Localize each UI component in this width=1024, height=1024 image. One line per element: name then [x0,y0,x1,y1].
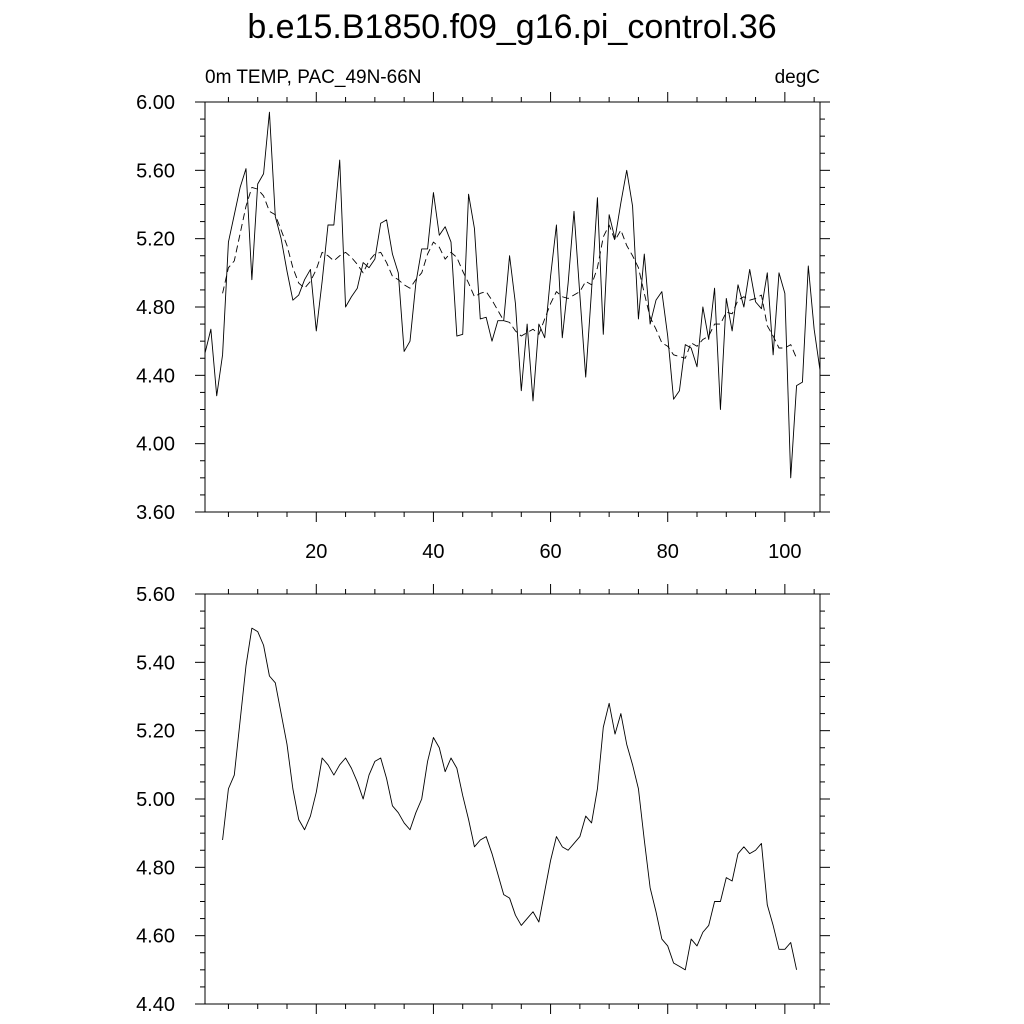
top-panel: 0m TEMP, PAC_49N-66N degC 3.60 4.00 4.40 4.… [136,67,830,563]
top-y-tick-label: 4.40 [136,365,175,387]
bottom-panel: 4.40 4.60 4.80 5.00 5.20 5.40 5.60 [136,584,830,1016]
bottom-y-tick-label: 5.40 [136,652,175,674]
top-y-tick-label: 4.00 [136,434,175,456]
top-y-tick-label: 5.60 [136,160,175,182]
bottom-y-tick-label: 4.40 [136,994,175,1016]
bottom-y-tick-label: 4.60 [136,926,175,948]
top-x-tick-label: 60 [539,541,561,563]
bottom-panel-frame [204,593,821,1005]
top-series-dashed-line [222,186,797,359]
top-series-solid-line [204,111,821,479]
top-y-tick-label: 5.20 [136,229,175,251]
bottom-y-tick-label: 4.80 [136,857,175,879]
top-x-tick-label: 100 [768,541,801,563]
top-panel-left-label: 0m TEMP, PAC_49N-66N [205,67,421,88]
top-y-tick-label: 4.80 [136,297,175,319]
top-y-tick-label: 6.00 [136,92,175,114]
bottom-y-tick-label: 5.20 [136,721,175,743]
top-panel-plot: 3.60 4.00 4.40 4.80 5.20 5.60 6.00 20 40 60 80 100 [136,92,830,563]
top-x-tick-label: 80 [657,541,679,563]
top-x-tick-label: 20 [305,541,327,563]
top-x-tick-label: 40 [422,541,444,563]
bottom-y-tick-label: 5.00 [136,789,175,811]
top-y-tick-label: 3.60 [136,502,175,524]
top-panel-units-label: degC [775,67,820,88]
figure-title: b.e15.B1850.f09_g16.pi_control.36 [247,8,776,46]
bottom-series-solid-line [222,627,798,971]
bottom-y-tick-label: 5.60 [136,584,175,606]
bottom-panel-plot: 4.40 4.60 4.80 5.00 5.20 5.40 5.60 [136,584,830,1016]
